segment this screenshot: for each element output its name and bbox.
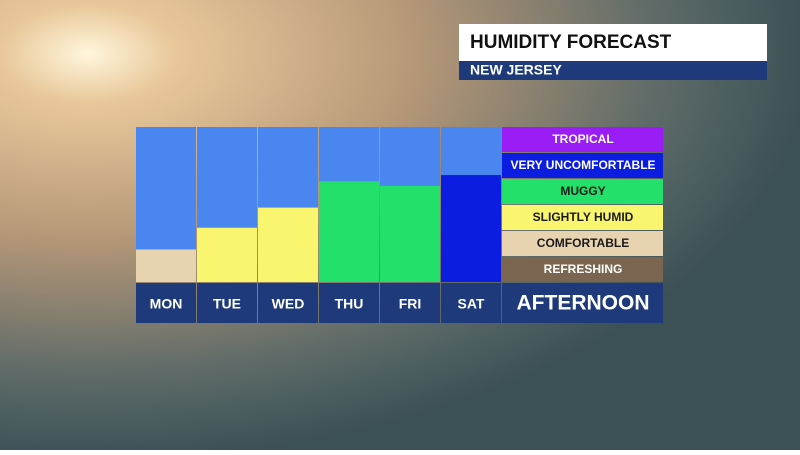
legend-label: TROPICAL bbox=[552, 132, 613, 146]
subtitle-box bbox=[459, 61, 767, 80]
legend-swatch bbox=[502, 127, 663, 152]
title-box bbox=[459, 24, 767, 61]
day-label-box bbox=[319, 283, 379, 323]
day-label-box bbox=[197, 283, 257, 323]
bar bbox=[319, 181, 379, 282]
legend-title: AFTERNOON bbox=[517, 292, 650, 315]
legend-label: REFRESHING bbox=[544, 262, 623, 276]
legend-label: MUGGY bbox=[560, 184, 605, 198]
chart-title: HUMIDITY FORECAST bbox=[470, 32, 672, 53]
day-label-box bbox=[258, 283, 318, 323]
x-tick-label: FRI bbox=[399, 296, 422, 312]
x-tick-label: MON bbox=[150, 296, 183, 312]
legend-label: VERY UNCOMFORTABLE bbox=[510, 158, 655, 172]
legend-swatch bbox=[502, 179, 663, 204]
bar bbox=[441, 175, 501, 282]
legend-label: COMFORTABLE bbox=[537, 236, 629, 250]
bar bbox=[197, 227, 257, 282]
bar bbox=[136, 249, 196, 282]
legend-label: SLIGHTLY HUMID bbox=[533, 210, 634, 224]
x-tick-label: THU bbox=[335, 296, 364, 312]
legend-swatch bbox=[502, 153, 663, 178]
x-tick-label: WED bbox=[272, 296, 305, 312]
day-label-box bbox=[136, 283, 196, 323]
legend-swatch bbox=[502, 205, 663, 230]
day-label-box bbox=[380, 283, 440, 323]
legend-swatch bbox=[502, 231, 663, 256]
x-tick-label: TUE bbox=[213, 296, 241, 312]
legend-swatch bbox=[502, 257, 663, 282]
bar bbox=[258, 207, 318, 282]
bar bbox=[380, 185, 440, 282]
x-tick-label: SAT bbox=[458, 296, 485, 312]
chart-subtitle: NEW JERSEY bbox=[470, 62, 562, 78]
day-label-box bbox=[441, 283, 501, 323]
legend-title-box bbox=[502, 283, 663, 323]
